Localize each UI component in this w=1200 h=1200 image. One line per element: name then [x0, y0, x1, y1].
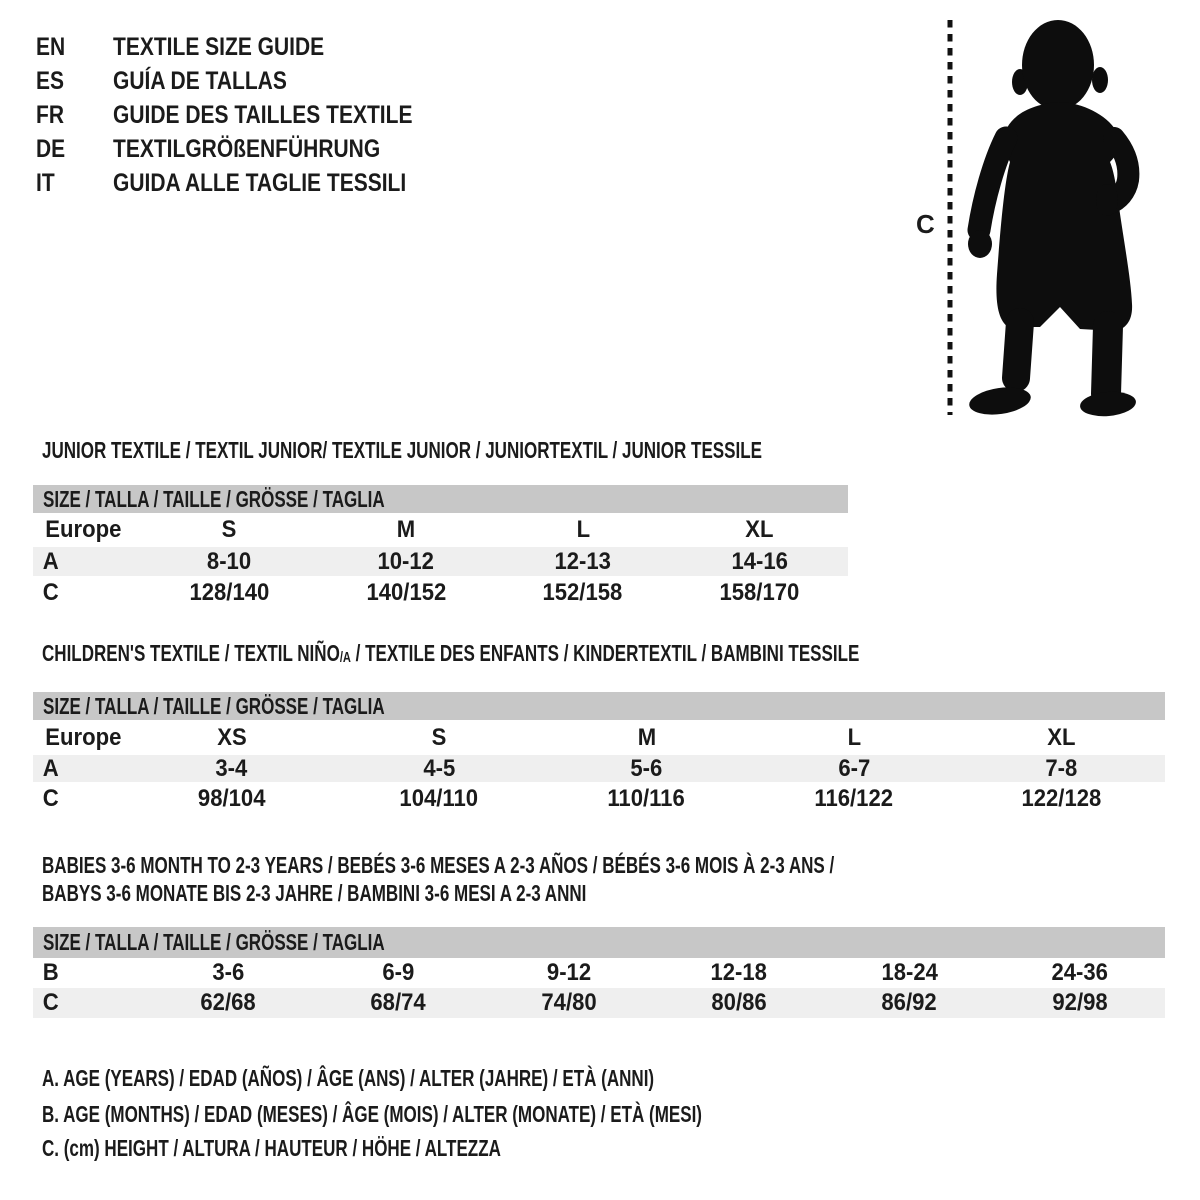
- age-cell: 3-4: [215, 754, 248, 782]
- table-row-height: C 98/104 104/110 110/116 116/122 122/128: [33, 782, 1165, 815]
- age-cell: 3-6: [212, 959, 245, 986]
- size-header-bar: SIZE / TALLA / TAILLE / GRÖSSE / TAGLIA: [33, 485, 848, 513]
- row-label: B: [42, 959, 59, 986]
- height-cell: 86/92: [881, 989, 938, 1016]
- age-cell: 14-16: [731, 547, 788, 575]
- row-label: C: [42, 784, 59, 812]
- language-row: FR GUIDE DES TAILLES TEXTILE: [36, 98, 470, 132]
- height-cell: 152/158: [542, 578, 623, 606]
- guide-title: GUÍA DE TALLAS: [113, 67, 287, 95]
- age-cell: 6-9: [382, 959, 415, 986]
- height-cell: 62/68: [200, 989, 256, 1016]
- age-cell: 12-13: [554, 547, 612, 575]
- age-cell: 7-8: [1045, 754, 1078, 782]
- language-code: IT: [36, 169, 55, 197]
- junior-section-title: JUNIOR TEXTILE / TEXTIL JUNIOR/ TEXTILE …: [42, 437, 762, 463]
- language-code: FR: [36, 101, 64, 129]
- row-label: C: [42, 989, 59, 1016]
- size-cell: S: [431, 723, 447, 751]
- legend-age-months: B. AGE (MONTHS) / EDAD (MESES) / ÂGE (MO…: [42, 1101, 702, 1127]
- babies-section-title-line1: BABIES 3-6 MONTH TO 2-3 YEARS / BEBÉS 3-…: [42, 852, 835, 878]
- size-cell: XL: [745, 516, 774, 543]
- height-cell: 110/116: [607, 784, 686, 812]
- guide-title: GUIDE DES TAILLES TEXTILE: [113, 101, 413, 129]
- table-row-age-months: B 3-6 6-9 9-12 12-18 18-24 24-36: [33, 958, 1165, 988]
- height-cell: 104/110: [399, 784, 479, 812]
- baby-silhouette: [947, 20, 1140, 417]
- size-header-bar: SIZE / TALLA / TAILLE / GRÖSSE / TAGLIA: [33, 927, 1165, 958]
- toddler-figure: [967, 20, 1140, 417]
- size-cell: L: [576, 516, 590, 543]
- nino-a-subscript: /A: [339, 649, 351, 666]
- row-label: A: [42, 754, 59, 782]
- height-cell: 74/80: [541, 989, 597, 1016]
- language-title-block: EN TEXTILE SIZE GUIDE ES GUÍA DE TALLAS …: [36, 30, 470, 200]
- size-cell: M: [396, 516, 416, 543]
- height-cell: 116/122: [814, 784, 894, 812]
- age-cell: 8-10: [207, 547, 252, 575]
- table-row-height: C 128/140 140/152 152/158 158/170: [33, 576, 848, 609]
- language-code: DE: [36, 135, 66, 163]
- height-cell: 80/86: [711, 989, 767, 1016]
- row-label: A: [42, 547, 59, 575]
- children-section-title: CHILDREN'S TEXTILE / TEXTIL NIÑO/A / TEX…: [42, 640, 860, 666]
- guide-title: TEXTILGRÖßENFÜHRUNG: [113, 135, 381, 163]
- age-cell: 18-24: [881, 959, 938, 986]
- children-size-table: SIZE / TALLA / TAILLE / GRÖSSE / TAGLIA …: [33, 692, 1165, 815]
- language-row: EN TEXTILE SIZE GUIDE: [36, 30, 470, 64]
- table-row-age: A 3-4 4-5 5-6 6-7 7-8: [33, 755, 1165, 782]
- age-cell: 6-7: [837, 754, 870, 782]
- junior-size-table: SIZE / TALLA / TAILLE / GRÖSSE / TAGLIA …: [33, 485, 848, 609]
- height-cell: 158/170: [719, 578, 800, 606]
- size-cell: L: [847, 723, 861, 751]
- size-header-bar: SIZE / TALLA / TAILLE / GRÖSSE / TAGLIA: [33, 692, 1165, 720]
- language-row: DE TEXTILGRÖßENFÜHRUNG: [36, 132, 470, 166]
- table-row-height: C 62/68 68/74 74/80 80/86 86/92 92/98: [33, 988, 1165, 1018]
- legend-age-years: A. AGE (YEARS) / EDAD (AÑOS) / ÂGE (ANS)…: [42, 1065, 655, 1091]
- age-cell: 5-6: [630, 754, 663, 782]
- height-measure-label: C: [916, 209, 935, 239]
- row-label: C: [42, 578, 59, 606]
- height-cell: 98/104: [197, 784, 266, 812]
- size-cell: XL: [1047, 723, 1076, 751]
- table-row-sizes: Europe S M L XL: [33, 513, 848, 547]
- language-code: EN: [36, 33, 66, 61]
- size-cell: S: [222, 516, 237, 543]
- size-cell: M: [637, 723, 656, 751]
- babies-section-title-line2: BABYS 3-6 MONATE BIS 2-3 JAHRE / BAMBINI…: [42, 880, 587, 906]
- language-code: ES: [36, 67, 65, 95]
- size-cell: XS: [216, 723, 247, 751]
- age-cell: 24-36: [1051, 959, 1109, 986]
- age-cell: 10-12: [377, 547, 435, 575]
- age-cell: 12-18: [710, 959, 768, 986]
- language-row: ES GUÍA DE TALLAS: [36, 64, 470, 98]
- height-cell: 122/128: [1021, 784, 1102, 812]
- row-label: Europe: [45, 723, 122, 751]
- age-cell: 4-5: [423, 754, 456, 782]
- language-row: IT GUIDA ALLE TAGLIE TESSILI: [36, 166, 470, 200]
- height-cell: 128/140: [189, 578, 270, 606]
- height-cell: 92/98: [1052, 989, 1108, 1016]
- babies-size-table: SIZE / TALLA / TAILLE / GRÖSSE / TAGLIA …: [33, 927, 1165, 1018]
- guide-title: TEXTILE SIZE GUIDE: [113, 33, 325, 61]
- height-cell: 140/152: [366, 578, 447, 606]
- guide-title: GUIDA ALLE TAGLIE TESSILI: [113, 169, 407, 197]
- table-row-sizes: Europe XS S M L XL: [33, 720, 1165, 755]
- age-cell: 9-12: [546, 959, 591, 986]
- row-label: Europe: [45, 516, 122, 543]
- legend-height-cm: C. (cm) HEIGHT / ALTURA / HAUTEUR / HÖHE…: [42, 1135, 501, 1161]
- table-row-age: A 8-10 10-12 12-13 14-16: [33, 547, 848, 576]
- height-cell: 68/74: [370, 989, 427, 1016]
